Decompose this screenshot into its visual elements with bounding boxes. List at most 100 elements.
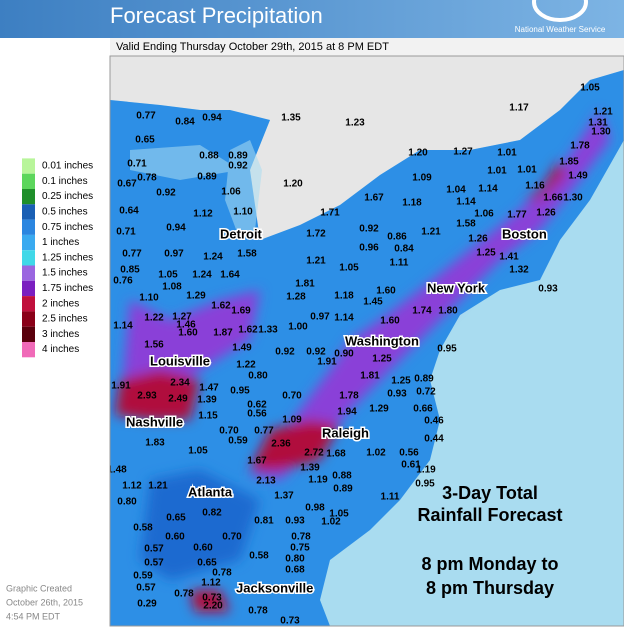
- rain-amount: 1.21: [593, 107, 613, 118]
- legend-swatch: [22, 311, 35, 327]
- rain-amount: 1.18: [402, 198, 422, 209]
- annotation-line: 8 pm Thursday: [426, 578, 554, 598]
- rain-amount: 1.26: [468, 234, 488, 245]
- rain-amount: 1.14: [334, 313, 354, 324]
- legend-label: 4 inches: [42, 344, 79, 355]
- rain-amount: 0.78: [212, 568, 232, 579]
- rain-amount: 2.49: [168, 394, 188, 405]
- rain-amount: 1.01: [517, 165, 537, 176]
- legend-swatch: [22, 250, 35, 266]
- rain-amount: 1.39: [197, 395, 217, 406]
- rain-amount: 2.36: [271, 439, 291, 450]
- rain-amount: 0.98: [305, 503, 325, 514]
- rain-amount: 1.08: [162, 282, 182, 293]
- rain-amount: 1.68: [326, 449, 346, 460]
- city-label: Jacksonville: [236, 580, 313, 595]
- rain-amount: 1.19: [308, 475, 328, 486]
- rain-amount: 0.78: [248, 606, 268, 617]
- rain-amount: 0.77: [254, 426, 274, 437]
- city-label: Louisville: [150, 353, 210, 368]
- legend-label: 1.25 inches: [42, 252, 93, 263]
- rain-amount: 1.62: [238, 325, 258, 336]
- legend-label: 0.01 inches: [42, 161, 93, 172]
- rain-amount: 1.04: [446, 185, 466, 196]
- rain-amount: 1.46: [176, 320, 196, 331]
- legend-swatch: [22, 234, 35, 251]
- rain-amount: 0.58: [133, 523, 153, 534]
- rain-amount: 0.84: [394, 244, 414, 255]
- rain-amount: 1.67: [364, 193, 384, 204]
- map-frame: [109, 55, 624, 627]
- rain-amount: 1.56: [144, 340, 164, 351]
- rain-amount: 1.20: [283, 179, 303, 190]
- rain-amount: 1.47: [199, 383, 219, 394]
- rain-bands: [115, 110, 610, 612]
- page-title: Forecast Precipitation: [110, 3, 323, 28]
- rain-amount: 1.25: [372, 354, 392, 365]
- rain-amount: 1.17: [509, 103, 529, 114]
- rain-amount: 0.85: [120, 265, 140, 276]
- rain-amount: 0.56: [247, 409, 267, 420]
- rain-amount: 1.39: [300, 463, 320, 474]
- rain-amount: 0.73: [202, 593, 222, 604]
- legend-label: 1 inches: [42, 237, 79, 248]
- rain-amount: 0.92: [275, 347, 295, 358]
- rain-amount: 0.86: [387, 232, 407, 243]
- rain-amount: 1.25: [476, 248, 496, 259]
- rain-amount: 1.18: [334, 291, 354, 302]
- rain-amount: 0.61: [401, 460, 421, 471]
- city-label: Raleigh: [322, 425, 369, 440]
- rain-amount: 0.72: [416, 387, 436, 398]
- rain-amount: 1.01: [487, 166, 507, 177]
- rain-amount: 0.57: [144, 558, 164, 569]
- lakes: [130, 140, 262, 240]
- rain-amount: 1.29: [186, 291, 206, 302]
- legend-label: 0.75 inches: [42, 222, 93, 233]
- footer-line: 4:54 PM EDT: [6, 611, 61, 621]
- header-band: [0, 0, 624, 38]
- rain-amount: 0.97: [310, 312, 330, 323]
- city-label: Atlanta: [188, 484, 233, 499]
- rain-amount: 1.02: [321, 517, 341, 528]
- rain-amount: 0.78: [137, 173, 157, 184]
- rain-amount: 1.05: [158, 270, 178, 281]
- legend-swatch: [22, 265, 35, 281]
- city-label: Nashville: [126, 414, 183, 429]
- rain-amount: 1.78: [570, 141, 590, 152]
- rain-amount: 1.48: [107, 465, 127, 476]
- rain-amount: 1.05: [339, 263, 359, 274]
- rain-amount: 0.94: [202, 113, 222, 124]
- rain-amount: 1.58: [237, 249, 257, 260]
- rain-amount: 1.60: [178, 328, 198, 339]
- rain-amount: 0.82: [202, 508, 222, 519]
- rain-amount: 0.78: [291, 532, 311, 543]
- legend-label: 1.5 inches: [42, 268, 88, 279]
- rain-amount: 1.05: [188, 446, 208, 457]
- rain-amount: 1.10: [233, 207, 253, 218]
- rain-amount: 0.95: [230, 386, 250, 397]
- rain-amount: 1.06: [221, 187, 241, 198]
- rain-amount: 1.22: [144, 313, 164, 324]
- rain-amount: 1.81: [295, 279, 315, 290]
- rain-amount: 0.59: [228, 436, 248, 447]
- rain-amount: 1.27: [172, 312, 192, 323]
- rain-amount: 2.13: [256, 476, 276, 487]
- rain-amount: 1.11: [381, 492, 400, 503]
- legend-swatch: [22, 296, 35, 312]
- rain-amount: 0.77: [122, 249, 142, 260]
- city-label: Washington: [345, 333, 419, 348]
- map: 1.051.17 1.211.310.770.84 0.94 1.35 1.231.30…: [107, 56, 624, 626]
- rain-amount: 0.46: [424, 416, 444, 427]
- rain-amount: 1.71: [320, 208, 340, 219]
- rain-amount: 2.17: [330, 428, 350, 439]
- city-label: New York: [427, 280, 486, 295]
- rain-amount: 1.02: [366, 448, 386, 459]
- rain-amount: 1.58: [456, 219, 476, 230]
- rain-amount: 1.41: [499, 252, 519, 263]
- rain-amount: 1.69: [231, 306, 251, 317]
- rain-amount: 0.89: [197, 172, 217, 183]
- rain-amount: 2.34: [170, 378, 190, 389]
- rain-amount: 1.33: [258, 325, 278, 336]
- rain-amount: 1.78: [339, 391, 359, 402]
- rain-amount: 0.77: [136, 111, 156, 122]
